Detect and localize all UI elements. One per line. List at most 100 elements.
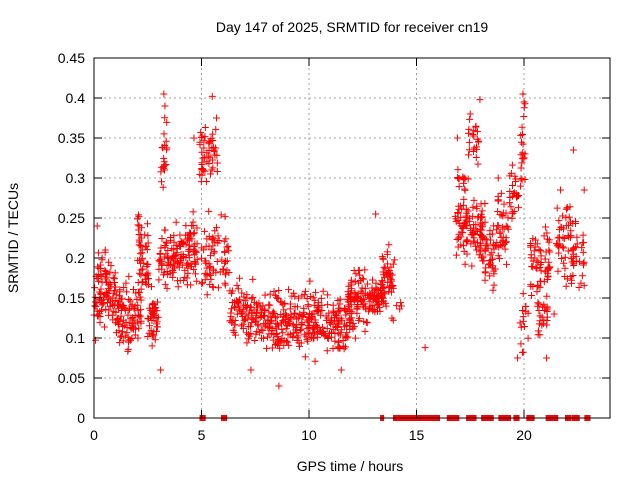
data-point — [506, 187, 514, 195]
data-point — [95, 288, 103, 296]
data-point — [469, 130, 477, 138]
data-point — [504, 214, 512, 222]
data-point — [98, 278, 106, 286]
data-point — [453, 235, 461, 243]
data-point — [156, 250, 164, 258]
data-point — [473, 128, 481, 136]
data-point — [103, 298, 111, 306]
data-point — [121, 332, 129, 340]
data-point — [109, 294, 117, 302]
data-point — [328, 328, 336, 336]
data-point — [520, 154, 528, 162]
data-point — [297, 325, 305, 333]
data-point — [508, 161, 516, 169]
data-point — [361, 285, 369, 293]
data-point — [360, 317, 368, 325]
data-point — [494, 174, 502, 182]
data-point — [282, 337, 290, 345]
data-point — [235, 296, 243, 304]
data-point — [359, 301, 367, 309]
data-point — [500, 200, 508, 208]
data-point — [522, 302, 530, 310]
data-point — [151, 311, 159, 319]
data-point — [259, 312, 267, 320]
data-point — [143, 280, 151, 288]
data-point — [114, 320, 122, 328]
data-point — [529, 263, 537, 271]
data-point — [122, 279, 130, 287]
data-point — [536, 317, 544, 325]
data-point — [275, 287, 283, 295]
data-point — [517, 340, 525, 348]
data-point — [359, 275, 367, 283]
data-point — [209, 283, 217, 291]
data-point — [190, 242, 198, 250]
data-point — [368, 284, 376, 292]
data-point — [163, 284, 171, 292]
data-point — [361, 291, 369, 299]
data-point — [163, 144, 171, 152]
data-point — [490, 281, 498, 289]
data-point — [376, 286, 384, 294]
data-point — [579, 259, 587, 267]
data-point — [147, 283, 155, 291]
data-point — [143, 220, 151, 228]
data-point — [310, 301, 318, 309]
data-point — [314, 302, 322, 310]
data-point — [131, 305, 139, 313]
data-point — [340, 304, 348, 312]
data-point — [189, 218, 197, 226]
data-point — [225, 247, 233, 255]
data-point — [149, 299, 157, 307]
data-point — [138, 255, 146, 263]
data-point — [112, 308, 120, 316]
data-point — [540, 301, 548, 309]
data-point — [135, 313, 143, 321]
data-point — [91, 298, 99, 306]
data-point — [110, 275, 118, 283]
data-point — [472, 123, 480, 131]
data-point — [111, 269, 119, 277]
data-point — [372, 210, 380, 218]
data-point — [243, 329, 251, 337]
data-point — [561, 253, 569, 261]
data-point — [338, 326, 346, 334]
data-point — [543, 307, 551, 315]
data-point — [476, 96, 484, 104]
data-point — [373, 286, 381, 294]
data-point — [570, 262, 578, 270]
data-point — [460, 242, 468, 250]
data-point — [198, 161, 206, 169]
data-point — [308, 334, 316, 342]
data-point — [537, 247, 545, 255]
data-point — [379, 255, 387, 263]
data-point — [468, 262, 476, 270]
data-point — [334, 307, 342, 315]
data-point — [284, 315, 292, 323]
data-point — [470, 144, 478, 152]
data-point — [383, 269, 391, 277]
data-point — [227, 309, 235, 317]
data-point — [545, 258, 553, 266]
data-point — [304, 302, 312, 310]
data-point — [254, 304, 262, 312]
data-point — [253, 309, 261, 317]
data-point — [200, 144, 208, 152]
data-point — [273, 338, 281, 346]
data-point — [124, 311, 132, 319]
data-point — [460, 201, 468, 209]
data-point — [95, 264, 103, 272]
data-point — [124, 347, 132, 355]
data-point — [541, 255, 549, 263]
data-point — [136, 293, 144, 301]
data-point — [308, 316, 316, 324]
data-point — [167, 234, 175, 242]
data-point — [527, 281, 535, 289]
data-point — [144, 269, 152, 277]
data-point — [381, 264, 389, 272]
data-point — [521, 100, 529, 108]
data-point — [478, 207, 486, 215]
data-point — [170, 238, 178, 246]
data-point — [374, 292, 382, 300]
data-point — [569, 258, 577, 266]
